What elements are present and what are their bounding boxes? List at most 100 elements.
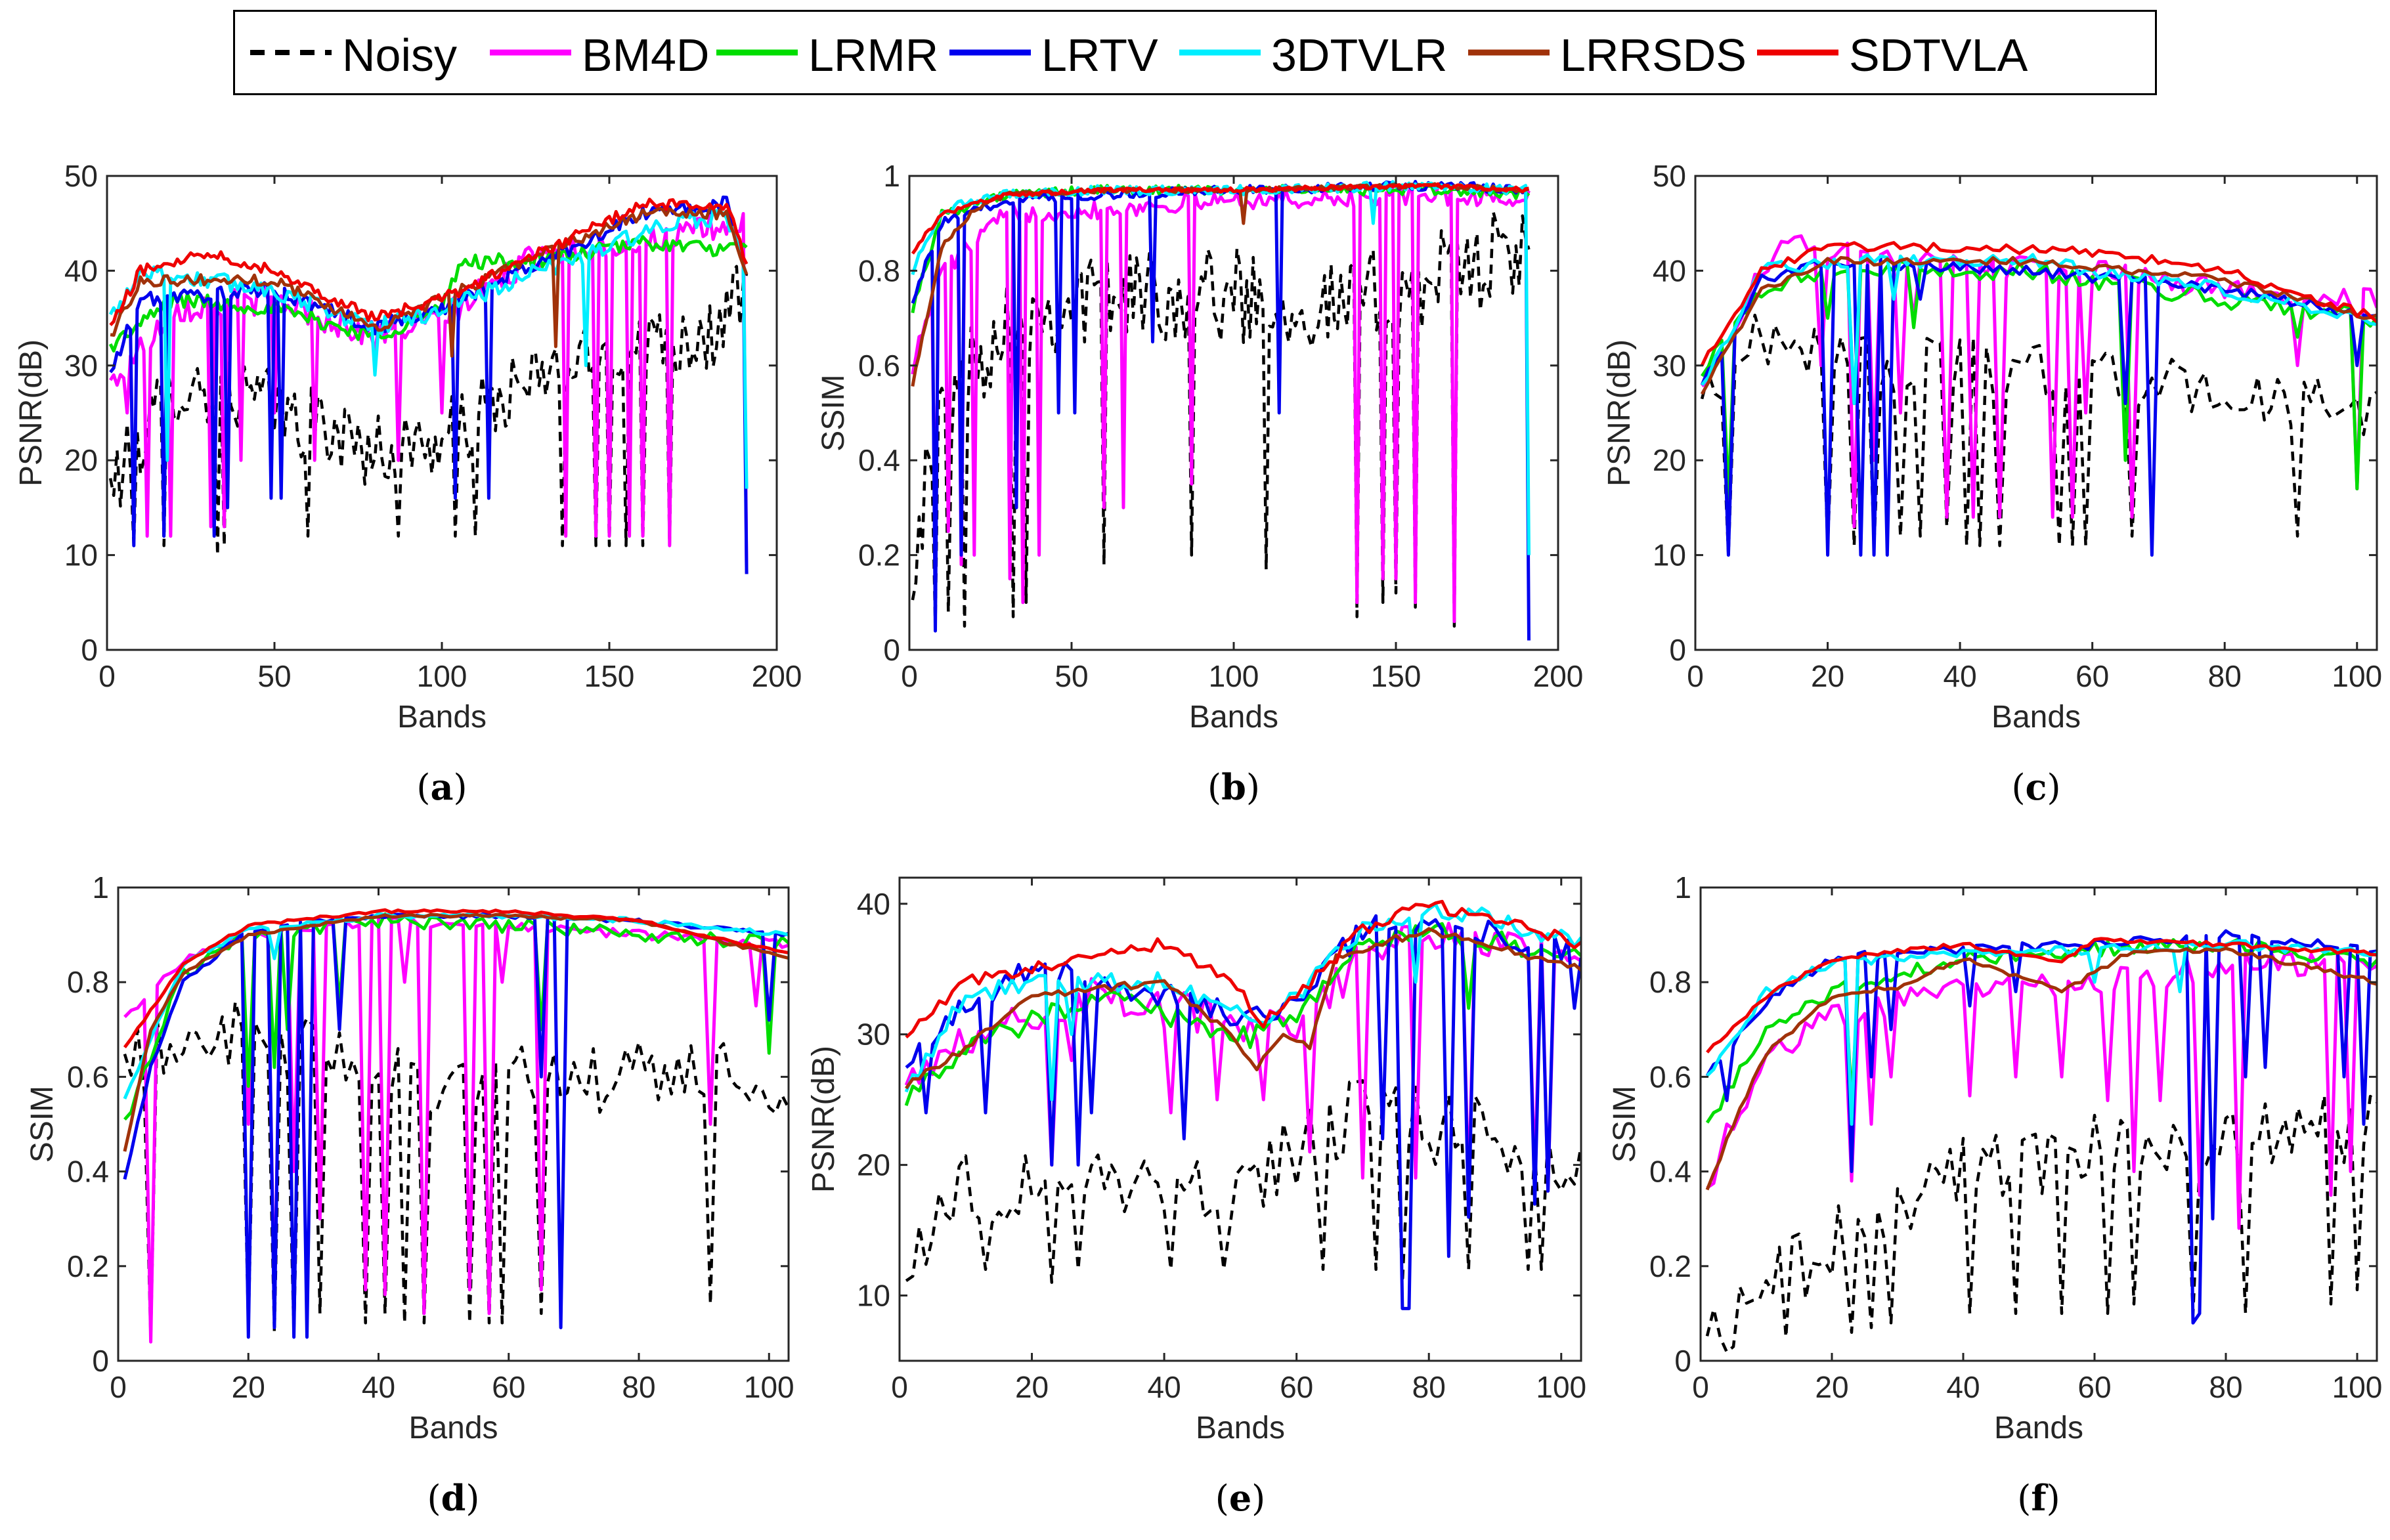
series-line-lrmr	[904, 922, 1581, 1107]
series-line-sdtvla	[109, 198, 749, 326]
series-line-3dtvlr	[904, 903, 1581, 1102]
axes-box	[1699, 886, 2378, 1362]
legend-label: Noisy	[342, 30, 458, 81]
x-tick-label: 100	[744, 1370, 794, 1404]
series-line-bm4d	[1706, 951, 2377, 1230]
series-line-lrrsds	[905, 927, 1581, 1090]
x-tick-label: 20	[232, 1370, 265, 1404]
legend-label: LRTV	[1041, 30, 1158, 81]
series-line-lrmr	[1705, 937, 2377, 1124]
y-tick-label: 0.4	[1649, 1155, 1691, 1189]
legend-label: 3DTVLR	[1271, 30, 1448, 81]
series-line-sdtvla	[1700, 241, 2377, 366]
x-tick-label: 50	[257, 659, 291, 693]
y-tick-label: 0.2	[1649, 1249, 1691, 1283]
y-tick-label: 0.6	[1649, 1059, 1691, 1094]
y-tick-label: 0.8	[67, 965, 109, 999]
y-tick-label: 0.8	[1649, 965, 1691, 999]
x-tick-label: 60	[1280, 1370, 1313, 1404]
x-tick-label: 50	[1054, 659, 1088, 693]
x-axis-label: Bands	[408, 1411, 498, 1445]
x-tick-label: 100	[1209, 659, 1259, 693]
axes-box	[1694, 175, 2378, 651]
series-group	[108, 195, 749, 574]
series-line-lrrsds	[1700, 255, 2377, 395]
y-tick-label: 10	[857, 1279, 890, 1313]
legend: Noisy BM4D LRMR LRTV 3DTVLR LRRSDS SDTVLA	[233, 10, 2157, 95]
legend-label: LRMR	[808, 30, 939, 81]
y-tick-label: 1	[883, 159, 900, 193]
x-tick-label: 40	[1148, 1370, 1181, 1404]
series-group	[1705, 929, 2377, 1354]
panel-caption: (d)	[427, 1477, 480, 1519]
x-tick-label: 40	[1946, 1370, 1980, 1404]
y-tick-label: 1	[1674, 870, 1691, 905]
y-tick-label: 0.2	[67, 1249, 109, 1283]
x-tick-label: 200	[752, 659, 802, 693]
x-tick-label: 0	[110, 1370, 127, 1404]
legend-label: SDTVLA	[1849, 30, 2028, 81]
y-axis-label: PSNR(dB)	[806, 1046, 841, 1193]
y-tick-label: 0.2	[858, 538, 900, 572]
series-line-noisy	[1700, 313, 2377, 557]
series-line-bm4d	[911, 184, 1531, 624]
x-axis-label: Bands	[1196, 1411, 1285, 1445]
y-axis-label: SSIM	[816, 374, 851, 451]
y-tick-label: 30	[64, 349, 98, 383]
chart-e: 0 20 40 60 80 100 10 20 30 40 Bands PSNR(dB) (e)	[806, 876, 1586, 1519]
x-tick-label: 150	[584, 659, 635, 693]
y-tick-label: 40	[857, 887, 890, 921]
x-tick-label: 20	[1815, 1370, 1848, 1404]
x-tick-label: 100	[2332, 659, 2382, 693]
y-axis-label: PSNR(dB)	[14, 339, 49, 486]
x-tick-label: 0	[1687, 659, 1704, 693]
x-axis-label: Bands	[1994, 1411, 2083, 1445]
x-tick-label: 80	[622, 1370, 655, 1404]
x-tick-label: 60	[2075, 659, 2109, 693]
y-tick-label: 0	[92, 1344, 109, 1378]
panel-caption: (e)	[1215, 1477, 1266, 1519]
x-tick-label: 0	[891, 1370, 908, 1404]
series-line-3dtvlr	[1701, 253, 2377, 406]
series-group	[911, 180, 1531, 641]
x-tick-label: 150	[1371, 659, 1422, 693]
series-group	[904, 899, 1581, 1310]
plot-area	[900, 878, 1581, 1361]
series-line-3dtvlr	[108, 209, 749, 489]
panel-caption: (a)	[416, 766, 467, 808]
x-axis-label: Bands	[397, 700, 487, 735]
series-line-lrmr	[1701, 259, 2377, 500]
y-tick-label: 0.8	[858, 253, 900, 288]
x-tick-label: 0	[1692, 1370, 1709, 1404]
y-tick-label: 40	[1653, 253, 1686, 288]
y-tick-label: 20	[1653, 443, 1686, 477]
series-line-noisy	[1705, 1094, 2377, 1354]
x-tick-label: 40	[1944, 659, 1977, 693]
panel-caption: (b)	[1207, 766, 1260, 808]
y-axis-label: SSIM	[1607, 1086, 1642, 1163]
y-tick-label: 1	[92, 870, 109, 905]
y-axis-label: PSNR(dB)	[1602, 339, 1637, 486]
y-tick-label: 0.6	[67, 1059, 109, 1094]
x-tick-label: 20	[1811, 659, 1844, 693]
panel-caption: (c)	[2011, 766, 2060, 808]
y-tick-label: 40	[64, 253, 98, 288]
axes-box	[117, 886, 790, 1362]
y-tick-label: 0	[883, 633, 900, 667]
x-tick-label: 60	[492, 1370, 525, 1404]
y-tick-label: 0	[1669, 633, 1686, 667]
series-line-lrrsds	[1705, 947, 2377, 1191]
y-tick-label: 20	[64, 443, 98, 477]
chart-a: 0 50 100 150 200 0 10 20 30 40 50 Bands PSNR(dB) (a)	[14, 159, 802, 808]
axes-box	[898, 876, 1582, 1362]
y-tick-label: 10	[64, 538, 98, 572]
series-line-sdtvla	[911, 182, 1529, 255]
y-tick-label: 0.6	[858, 349, 900, 383]
y-tick-label: 50	[1653, 159, 1686, 193]
series-line-noisy	[108, 265, 749, 557]
x-tick-label: 100	[1536, 1370, 1586, 1404]
chart-c: 0 20 40 60 80 100 0 10 20 30 40 50 Bands PSNR(dB) (c)	[1602, 159, 2382, 808]
panel-caption: (f)	[2017, 1477, 2060, 1519]
x-tick-label: 200	[1533, 659, 1584, 693]
